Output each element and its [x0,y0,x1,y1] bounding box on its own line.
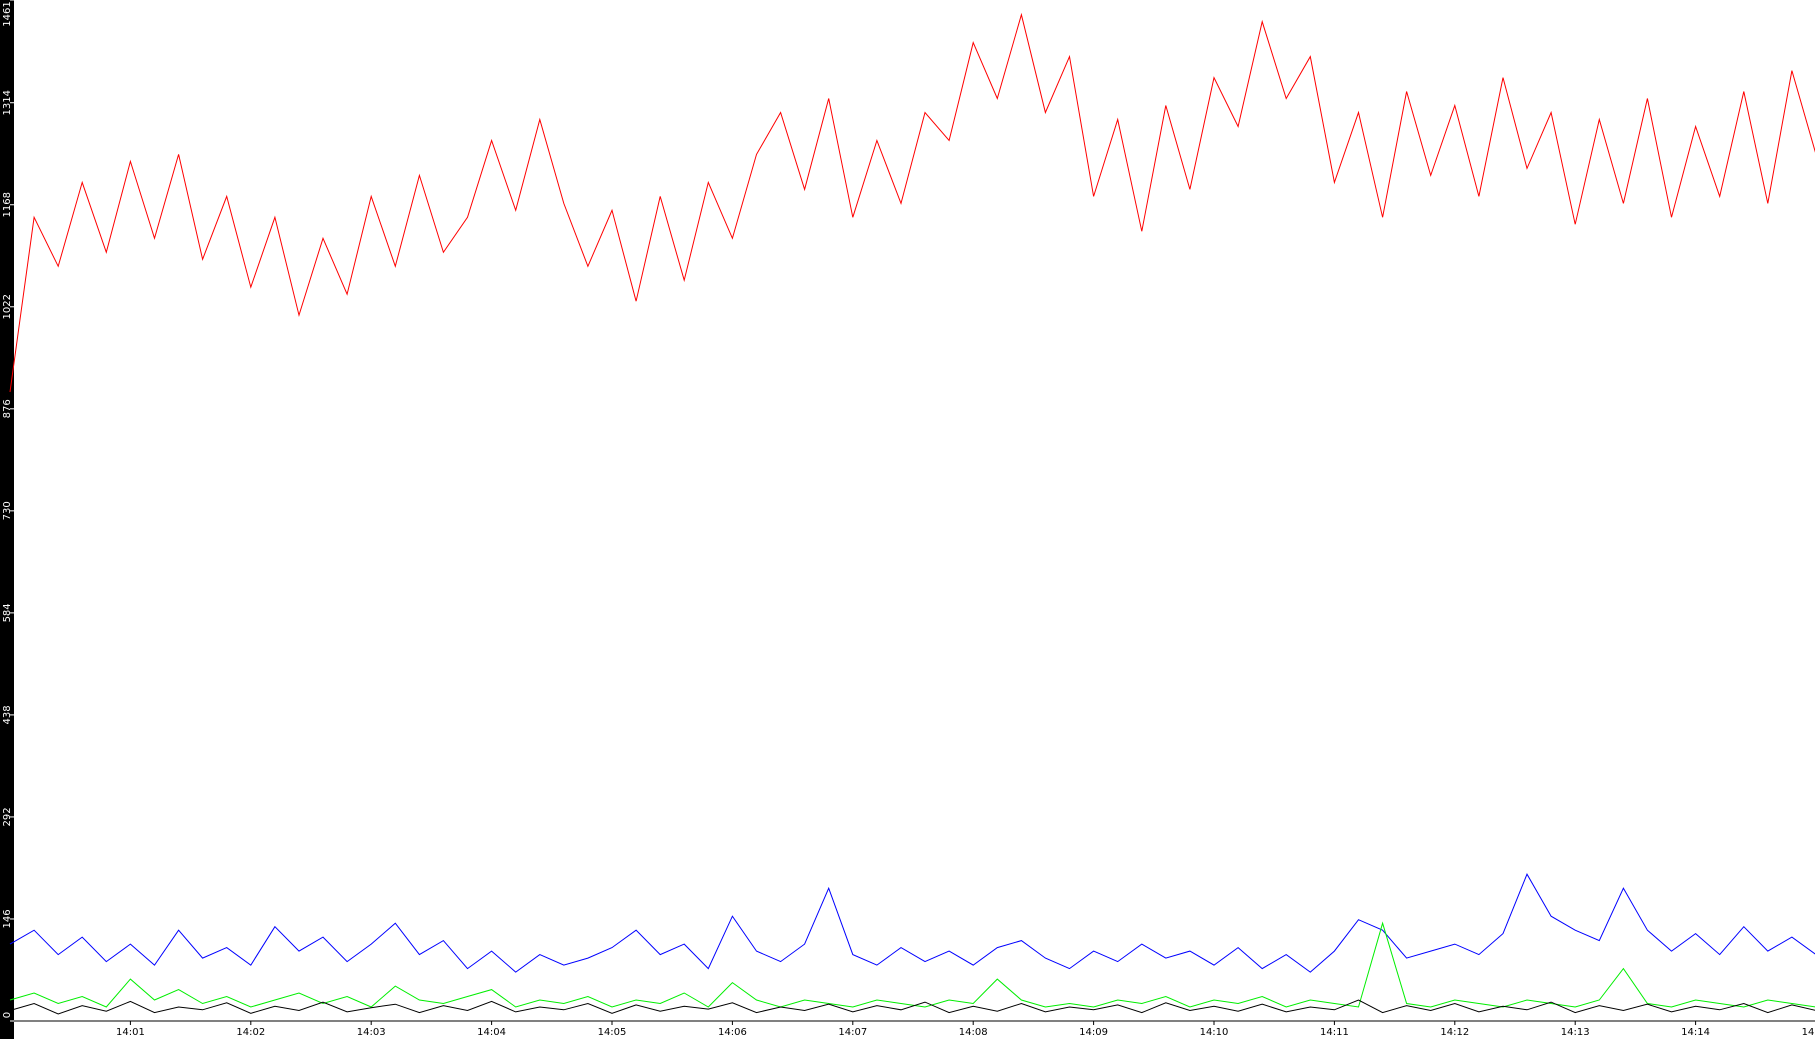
x-tick-label: 14:15 [1802,1027,1815,1038]
y-tick-label: 1314 [2,90,13,115]
x-tick-label: 14:01 [116,1027,145,1038]
series-line [9,999,1815,1015]
y-tick-label: 1168 [2,192,13,217]
y-axis-strip [0,0,14,1039]
series-line [9,921,1815,1008]
y-tick-label: 0 [2,1012,13,1018]
series-line [9,873,1815,973]
x-tick-label: 14:09 [1079,1027,1108,1038]
y-tick-label: 146 [2,909,13,928]
y-tick-label: 730 [2,501,13,520]
x-tick-label: 14:02 [236,1027,265,1038]
y-tick-label: 584 [2,603,13,622]
x-tick-label: 14:03 [357,1027,386,1038]
x-tick-label: 14:11 [1320,1027,1349,1038]
y-tick-label: 438 [2,705,13,724]
x-tick-label: 14:12 [1440,1027,1469,1038]
x-tick-label: 14:08 [959,1027,988,1038]
x-tick-label: 14:14 [1681,1027,1710,1038]
x-tick-label: 14:10 [1200,1027,1229,1038]
x-tick-label: 14:05 [598,1027,627,1038]
y-tick-label: 292 [2,807,13,826]
y-tick-label: 1461 [2,1,13,26]
x-tick-label: 14:13 [1561,1027,1590,1038]
x-tick-label: 14:06 [718,1027,747,1038]
y-tick-label: 1022 [2,294,13,319]
x-tick-label: 14:04 [477,1027,506,1038]
x-tick-label: 14:07 [838,1027,867,1038]
y-tick-label: 876 [2,399,13,418]
series-line [9,12,1815,393]
